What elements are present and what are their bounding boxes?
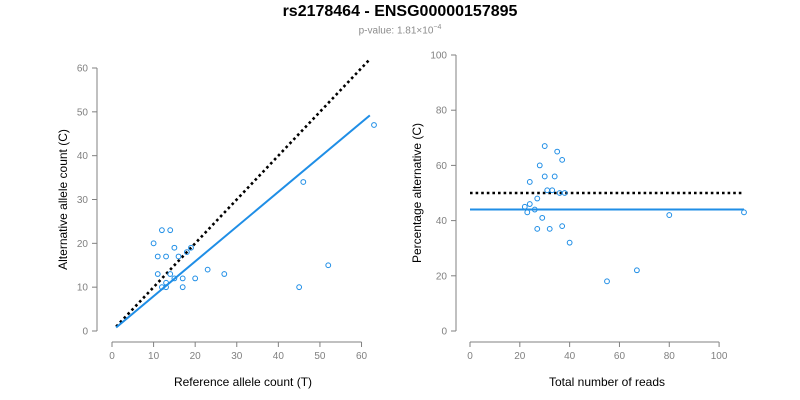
panel1-y-axis-label: Alternative allele count (C) (56, 129, 70, 270)
panel2-data-point (666, 212, 673, 218)
panel2-x-tick-label: 20 (514, 351, 526, 362)
panel1-y-tick-label: 10 (77, 283, 89, 294)
panel2-data-point (531, 206, 538, 213)
panel2-data-point (546, 225, 553, 232)
panel1-y-tick-label: 40 (77, 151, 89, 162)
panel1-data-point (154, 271, 161, 277)
panel1-data-point (167, 271, 174, 277)
panel2-data-point (551, 173, 558, 180)
panel2-data-point (549, 187, 556, 194)
panel2-data-point (521, 203, 528, 210)
panel2-x-tick-label: 40 (564, 351, 576, 362)
panel2-y-axis-label: Percentage alternative (C) (410, 123, 424, 263)
panel1-data-point (300, 179, 307, 185)
panel2-y-tick-label: 20 (436, 271, 448, 282)
panel2-data-point (559, 223, 566, 230)
panel1-x-tick-label: 0 (109, 351, 115, 362)
panel1-data-point (159, 227, 165, 234)
panel2-y-tick-label: 100 (430, 51, 447, 62)
panel2-x-tick-label: 100 (711, 351, 728, 362)
panel2-data-point (559, 156, 566, 163)
panel2-x-tick-label: 60 (614, 351, 626, 362)
panel2-data-point (561, 190, 568, 196)
panel1-fit-line (115, 114, 371, 329)
panel1-data-point (167, 227, 174, 234)
panel2-data-point (534, 225, 541, 232)
panel2-y-tick-label: 0 (441, 327, 447, 338)
panel1-y-tick-label: 50 (77, 107, 89, 118)
panel2-data-point (539, 214, 546, 221)
pvalue-label: p-value: (358, 25, 397, 37)
chart-title: rs2178464 - ENSG00000157895 (282, 3, 518, 20)
panel1-x-tick-label: 60 (356, 351, 368, 362)
panel1-data-point (163, 253, 169, 260)
panel1-data-point (179, 284, 186, 291)
panel2-data-point (566, 239, 573, 246)
panel1-x-tick-label: 50 (314, 351, 326, 362)
panel1-data-point (159, 284, 165, 291)
panel2-data-point (541, 143, 548, 149)
panel2-x-tick-label: 0 (467, 351, 473, 362)
panel1-y-tick-label: 30 (77, 195, 89, 206)
pvalue-mantissa: 1.81×10 (396, 25, 434, 37)
panel2-data-point (524, 209, 531, 216)
panel2-data-point (544, 187, 551, 194)
panel2-data-point (633, 267, 640, 274)
panel2-x-tick-label: 80 (664, 351, 676, 362)
panel2-data-point (741, 209, 747, 216)
panel2-data-point (526, 179, 533, 185)
panel2-y-tick-label: 80 (436, 106, 448, 117)
panel2-data-point (534, 195, 541, 202)
panel1-x-axis-label: Reference allele count (T) (174, 375, 312, 389)
panel1-data-point (221, 271, 228, 277)
panel1-data-point (171, 275, 178, 282)
panel2-data-point (536, 162, 543, 169)
panel2-data-point (526, 201, 533, 207)
panel1-data-point (204, 266, 211, 273)
panel2-data-point (604, 278, 610, 285)
panel1-data-point (371, 122, 377, 128)
panel1-data-point (183, 249, 190, 256)
panel1-y-tick-label: 0 (82, 327, 88, 338)
chart-subtitle: p-value: 1.81×10−4 (0, 24, 800, 36)
panel2-y-tick-label: 40 (436, 216, 448, 227)
pvalue-exponent: −4 (433, 24, 442, 31)
panel1-data-point (296, 284, 303, 291)
panel1-data-point (163, 279, 169, 286)
panel1-data-point (325, 262, 332, 269)
panel1-data-point (179, 275, 186, 282)
panel2-data-point (541, 173, 548, 180)
panel2-data-point (554, 148, 561, 155)
panel1-reference-line (115, 58, 371, 328)
panel1-data-point (171, 244, 178, 251)
panel1-x-tick-label: 20 (190, 351, 202, 362)
panel1-data-point (175, 253, 182, 260)
panel2-x-axis-label: Total number of reads (549, 375, 665, 389)
panel1-data-point (192, 275, 199, 282)
panel1-y-tick-label: 20 (77, 239, 89, 250)
panel1-y-tick-label: 60 (77, 64, 89, 75)
panel1-data-point (188, 244, 194, 251)
panel1-x-tick-label: 10 (148, 351, 160, 362)
panel1-x-tick-label: 40 (273, 351, 285, 362)
panel1-data-point (150, 240, 157, 247)
panel1-data-point (154, 253, 161, 260)
panel1-x-tick-label: 30 (231, 351, 243, 362)
panel2-y-tick-label: 60 (436, 161, 448, 172)
